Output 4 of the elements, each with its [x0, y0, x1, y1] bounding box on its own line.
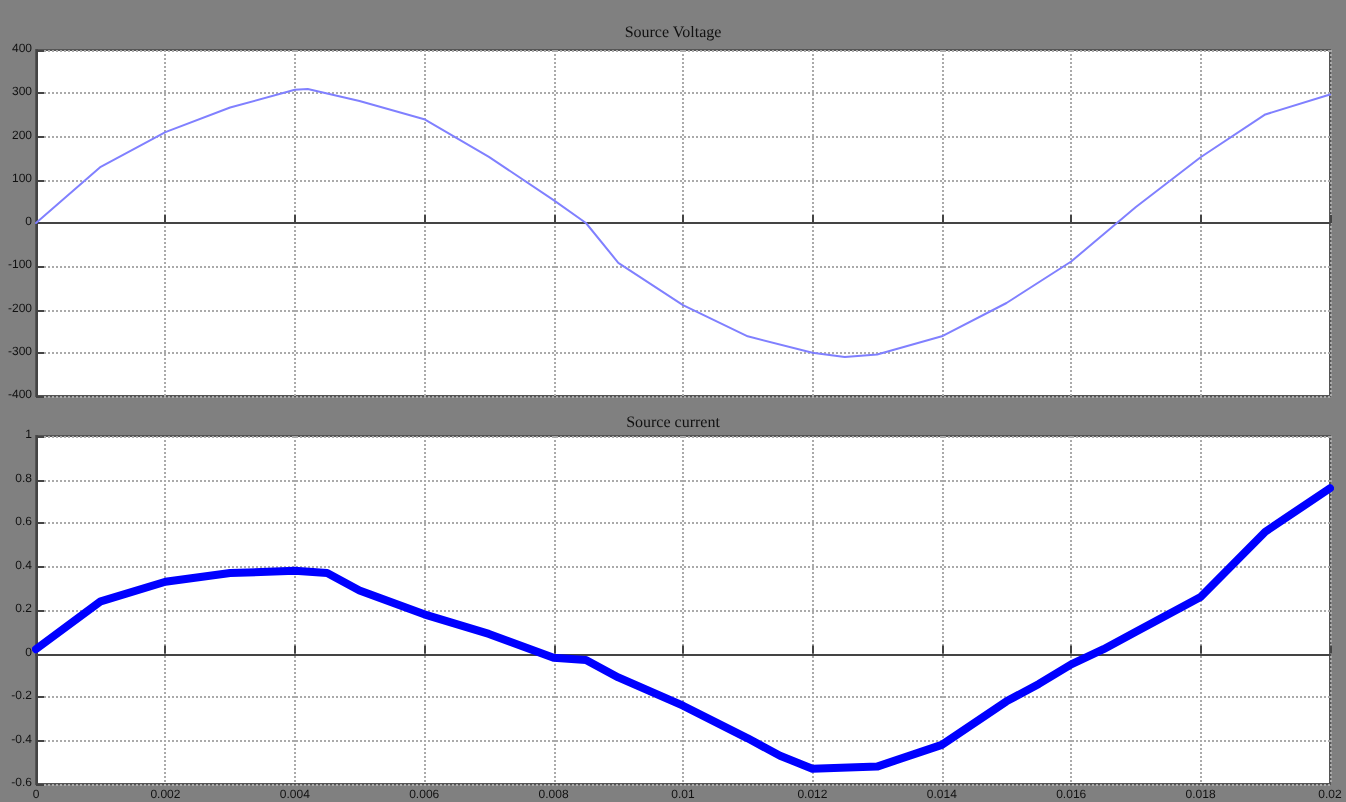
chart-title: Source Voltage	[624, 23, 723, 41]
chart-title: Source current	[626, 413, 722, 431]
line-series	[35, 87, 1331, 359]
line-series	[32, 484, 1334, 773]
